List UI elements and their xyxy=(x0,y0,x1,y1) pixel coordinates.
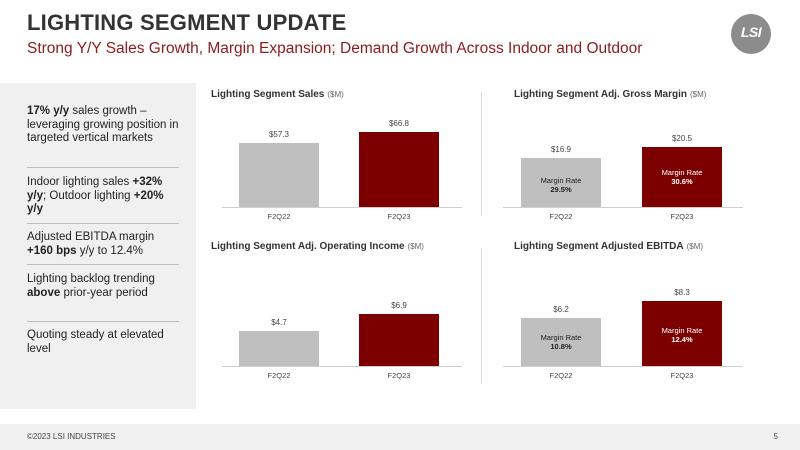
chart-bar-f2q23 xyxy=(642,301,722,366)
divider xyxy=(27,321,179,322)
chart-bar-f2q22 xyxy=(239,142,319,207)
chart-title-text: Lighting Segment Adj. Gross Margin xyxy=(514,89,687,100)
key-point-text: Quoting steady at elevated level xyxy=(27,329,164,355)
chart-value-label: $4.7 xyxy=(271,317,287,327)
chart-title-ebitda: Lighting Segment Adjusted EBITDA ($M) xyxy=(514,241,703,252)
chart-unit: ($M) xyxy=(686,242,704,251)
chart-baseline xyxy=(222,366,462,367)
chart-category-label: F2Q23 xyxy=(387,212,411,221)
panel-divider xyxy=(481,248,482,384)
chart-bar-f2q22 xyxy=(239,330,319,366)
chart-value-label: $66.8 xyxy=(388,119,410,129)
key-point-bold: +160 bps xyxy=(27,244,77,257)
chart-value-label: $6.9 xyxy=(391,300,407,310)
page-number: 5 xyxy=(773,432,778,441)
margin-rate-value: 12.4% xyxy=(671,335,693,344)
margin-rate-value: 30.6% xyxy=(671,177,693,186)
margin-rate-annotation: Margin Rate 30.6% xyxy=(642,168,722,186)
margin-rate-annotation: Margin Rate 29.5% xyxy=(521,176,601,194)
key-points-sidebar: 17% y/y sales growth – leveraging growin… xyxy=(0,83,196,409)
key-point-bold: above xyxy=(27,286,61,299)
key-point-bold: 17% y/y xyxy=(27,105,70,117)
key-point: Lighting backlog trending above prior-ye… xyxy=(27,273,179,300)
chart-bar-f2q23 xyxy=(359,313,439,366)
chart-bar-f2q23 xyxy=(359,132,439,207)
copyright-text: ©2023 LSI INDUSTRIES xyxy=(27,432,116,441)
margin-rate-label: Margin Rate xyxy=(661,168,703,177)
chart-unit: ($M) xyxy=(407,242,424,251)
key-point-text: y/y to 12.4% xyxy=(76,244,144,257)
chart-title-text: Lighting Segment Sales xyxy=(211,89,325,100)
margin-rate-annotation: Margin Rate 12.4% xyxy=(642,326,722,344)
key-point: 17% y/y sales growth – leveraging growin… xyxy=(27,105,179,146)
key-point-text: prior-year period xyxy=(60,286,148,299)
divider xyxy=(27,264,179,265)
slide-footer: ©2023 LSI INDUSTRIES 5 xyxy=(0,424,800,450)
chart-title-text: Lighting Segment Adjusted EBITDA xyxy=(514,241,684,252)
chart-title-sales: Lighting Segment Sales ($M) xyxy=(211,89,344,100)
chart-bar-f2q22 xyxy=(521,157,601,207)
chart-title-gross-margin: Lighting Segment Adj. Gross Margin ($M) xyxy=(514,89,706,100)
divider xyxy=(27,167,179,168)
slide-title: LIGHTING SEGMENT UPDATE xyxy=(27,10,347,35)
chart-category-label: F2Q22 xyxy=(267,212,291,221)
logo-text: LSI xyxy=(740,24,762,40)
chart-category-label: F2Q23 xyxy=(670,371,694,380)
key-point: Adjusted EBITDA margin +160 bps y/y to 1… xyxy=(27,231,179,258)
chart-value-label: $6.2 xyxy=(553,304,569,314)
chart-category-label: F2Q22 xyxy=(267,371,291,380)
margin-rate-label: Margin Rate xyxy=(661,326,703,335)
lsi-logo-icon: LSI xyxy=(731,14,771,54)
chart-value-label: $20.5 xyxy=(671,134,693,144)
chart-category-label: F2Q23 xyxy=(387,371,411,380)
chart-unit: ($M) xyxy=(327,90,344,99)
chart-category-label: F2Q22 xyxy=(549,212,573,221)
margin-rate-annotation: Margin Rate 10.8% xyxy=(521,333,601,351)
key-point-bold: +32% y/y xyxy=(27,176,163,202)
margin-rate-value: 10.8% xyxy=(550,342,572,351)
key-point: Quoting steady at elevated level xyxy=(27,329,179,356)
key-point-bold: +20% y/y xyxy=(27,189,164,216)
margin-rate-value: 29.5% xyxy=(550,185,572,194)
key-point-text: ; Outdoor lighting xyxy=(43,189,134,202)
chart-title-text: Lighting Segment Adj. Operating Income xyxy=(211,241,405,252)
chart-baseline xyxy=(503,366,743,367)
chart-title-operating-income: Lighting Segment Adj. Operating Income ($… xyxy=(211,241,424,252)
chart-category-label: F2Q23 xyxy=(670,212,694,221)
chart-bar-f2q23 xyxy=(642,147,722,207)
key-point-text: Lighting backlog trending xyxy=(27,273,155,285)
chart-unit: ($M) xyxy=(689,90,707,99)
slide-subtitle: Strong Y/Y Sales Growth, Margin Expansio… xyxy=(27,40,643,57)
key-point-text: Indoor lighting sales xyxy=(27,176,133,188)
divider xyxy=(27,223,179,224)
chart-bar-f2q22 xyxy=(521,317,601,366)
chart-value-label: $57.3 xyxy=(268,129,290,139)
key-point: Indoor lighting sales +32% y/y; Outdoor … xyxy=(27,176,179,217)
key-point-text: sales growth – leveraging growing positi… xyxy=(27,105,179,144)
margin-rate-label: Margin Rate xyxy=(540,176,582,185)
slide-header: LIGHTING SEGMENT UPDATE Strong Y/Y Sales… xyxy=(0,0,800,74)
key-point-text: Adjusted EBITDA margin xyxy=(27,231,155,243)
margin-rate-label: Margin Rate xyxy=(540,333,582,342)
chart-value-label: $16.9 xyxy=(550,144,572,154)
chart-category-label: F2Q22 xyxy=(549,371,573,380)
panel-divider xyxy=(481,92,482,216)
chart-baseline xyxy=(503,207,743,208)
chart-value-label: $8.3 xyxy=(674,288,690,298)
chart-baseline xyxy=(222,207,462,208)
